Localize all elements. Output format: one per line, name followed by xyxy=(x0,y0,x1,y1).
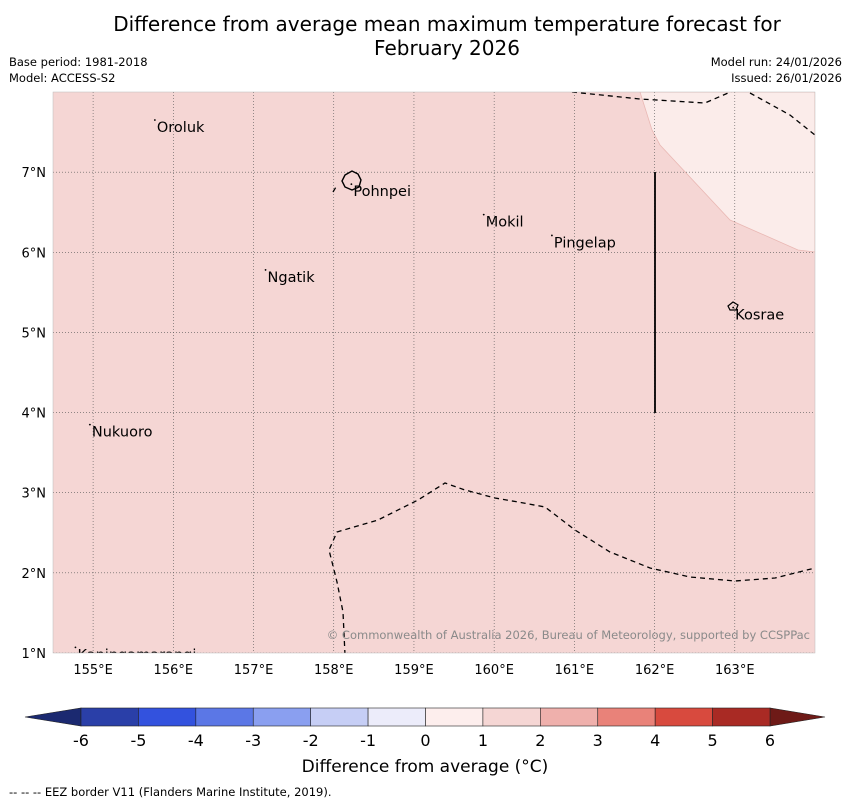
anomaly-main-region xyxy=(53,92,815,653)
place-label-pingelap: Pingelap xyxy=(554,235,616,251)
lon-tick-label: 157°E xyxy=(234,663,274,678)
place-labels: Oroluk Pohnpei Mokil Pingelap Ngatik Kosrae Nu… xyxy=(74,119,784,663)
lat-tick-label: 4°N xyxy=(22,407,47,422)
colorbar-segment xyxy=(712,707,771,727)
place-label-ngatik: Ngatik xyxy=(268,270,316,286)
colorbar-tick-label: 3 xyxy=(593,731,603,750)
place-marker xyxy=(551,234,553,237)
place-label-nukuoro: Nukuoro xyxy=(92,425,153,441)
colorbar-tick-label: -4 xyxy=(188,731,204,750)
issued-date: Issued: 26/01/2026 xyxy=(731,71,842,85)
colorbar-segment xyxy=(80,707,139,727)
colorbar-tick-label: 6 xyxy=(765,731,775,750)
place-label-oroluk: Oroluk xyxy=(157,120,205,136)
colorbar: -6 -5 -4 -3 -2 -1 0 1 2 3 4 5 6 xyxy=(24,707,826,750)
colorbar-over-arrow xyxy=(769,707,826,727)
colorbar-tick-label: -2 xyxy=(303,731,319,750)
lon-tick-label: 160°E xyxy=(474,663,514,678)
place-marker xyxy=(88,423,91,426)
meta-right: Model run: 24/01/2026 Issued: 26/01/2026 xyxy=(711,54,842,86)
eez-border-northeast xyxy=(749,92,815,136)
lon-tick-label: 156°E xyxy=(154,663,194,678)
map-frame xyxy=(52,91,816,654)
place-marker xyxy=(732,306,735,309)
model-name: Model: ACCESS-S2 xyxy=(9,71,116,85)
colorbar-segment xyxy=(540,707,599,727)
colorbar-tick-label: -3 xyxy=(245,731,261,750)
lon-tick-label: 158°E xyxy=(314,663,354,678)
place-marker xyxy=(74,646,77,649)
colorbar-segment xyxy=(597,707,656,727)
colorbar-tick-label: 2 xyxy=(535,731,545,750)
colorbar-tick-label: 4 xyxy=(650,731,660,750)
axis-ticks: 155°E 156°E 157°E 158°E 159°E 160°E 161°E 162°E… xyxy=(22,166,755,678)
colorbar-tick-label: 0 xyxy=(420,731,430,750)
lat-tick-label: 5°N xyxy=(22,326,47,341)
eez-borders xyxy=(328,92,815,653)
anomaly-ne-region xyxy=(639,92,815,253)
place-label-mokil: Mokil xyxy=(486,215,524,231)
lon-tick-label: 163°E xyxy=(715,663,755,678)
kosrae-coastline xyxy=(727,301,739,311)
colorbar-segment xyxy=(367,707,426,727)
eez-border-north xyxy=(571,92,733,104)
meta-left: Base period: 1981-2018 Model: ACCESS-S2 xyxy=(9,54,148,86)
colorbar-segment xyxy=(654,707,713,727)
pohnpei-coastline xyxy=(341,170,362,191)
lon-tick-label: 161°E xyxy=(555,663,595,678)
eez-border-south xyxy=(328,482,815,653)
colorbar-segment xyxy=(425,707,484,727)
lat-tick-label: 1°N xyxy=(22,647,47,662)
colorbar-tick-label: 5 xyxy=(707,731,717,750)
eez-border-fragment xyxy=(332,186,337,193)
colorbar-segment xyxy=(310,707,369,727)
colorbar-segment xyxy=(252,707,311,727)
place-label-kosrae: Kosrae xyxy=(735,308,784,324)
model-run: Model run: 24/01/2026 xyxy=(710,55,842,69)
chart-title: Difference from average mean maximum tem… xyxy=(0,12,850,60)
colorbar-segment xyxy=(138,707,197,727)
colorbar-tick-label: -1 xyxy=(360,731,376,750)
colorbar-tick-label: -5 xyxy=(130,731,146,750)
base-period: Base period: 1981-2018 xyxy=(9,55,148,69)
title-line-2: February 2026 xyxy=(374,36,520,60)
place-label-kapingamarangi: Kapingamarangi xyxy=(77,647,196,663)
lon-tick-label: 162°E xyxy=(635,663,675,678)
lon-tick-label: 155°E xyxy=(73,663,113,678)
place-marker xyxy=(350,183,353,186)
copyright-notice: © Commonwealth of Australia 2026, Bureau… xyxy=(327,628,810,642)
place-marker xyxy=(482,213,485,216)
place-label-pohnpei: Pohnpei xyxy=(353,184,411,200)
colorbar-tick-label: -6 xyxy=(73,731,89,750)
lat-tick-label: 3°N xyxy=(22,487,47,502)
title-line-1: Difference from average mean maximum tem… xyxy=(113,12,781,36)
place-marker xyxy=(153,119,156,121)
colorbar-title: Difference from average (°C) xyxy=(301,757,549,777)
colorbar-tick-label: 1 xyxy=(478,731,488,750)
eez-legend-note: -- -- -- EEZ border V11 (Flanders Marine… xyxy=(9,785,332,799)
forecast-map: Oroluk Pohnpei Mokil Pingelap Ngatik Kosrae Nu… xyxy=(22,91,826,750)
colorbar-segment xyxy=(482,707,541,727)
colorbar-under-arrow xyxy=(24,707,82,727)
colorbar-segment xyxy=(195,707,254,727)
lat-tick-label: 6°N xyxy=(22,246,47,261)
lon-tick-label: 159°E xyxy=(394,663,434,678)
place-marker xyxy=(264,269,267,271)
lat-tick-label: 2°N xyxy=(22,567,47,582)
lat-tick-label: 7°N xyxy=(22,166,47,181)
